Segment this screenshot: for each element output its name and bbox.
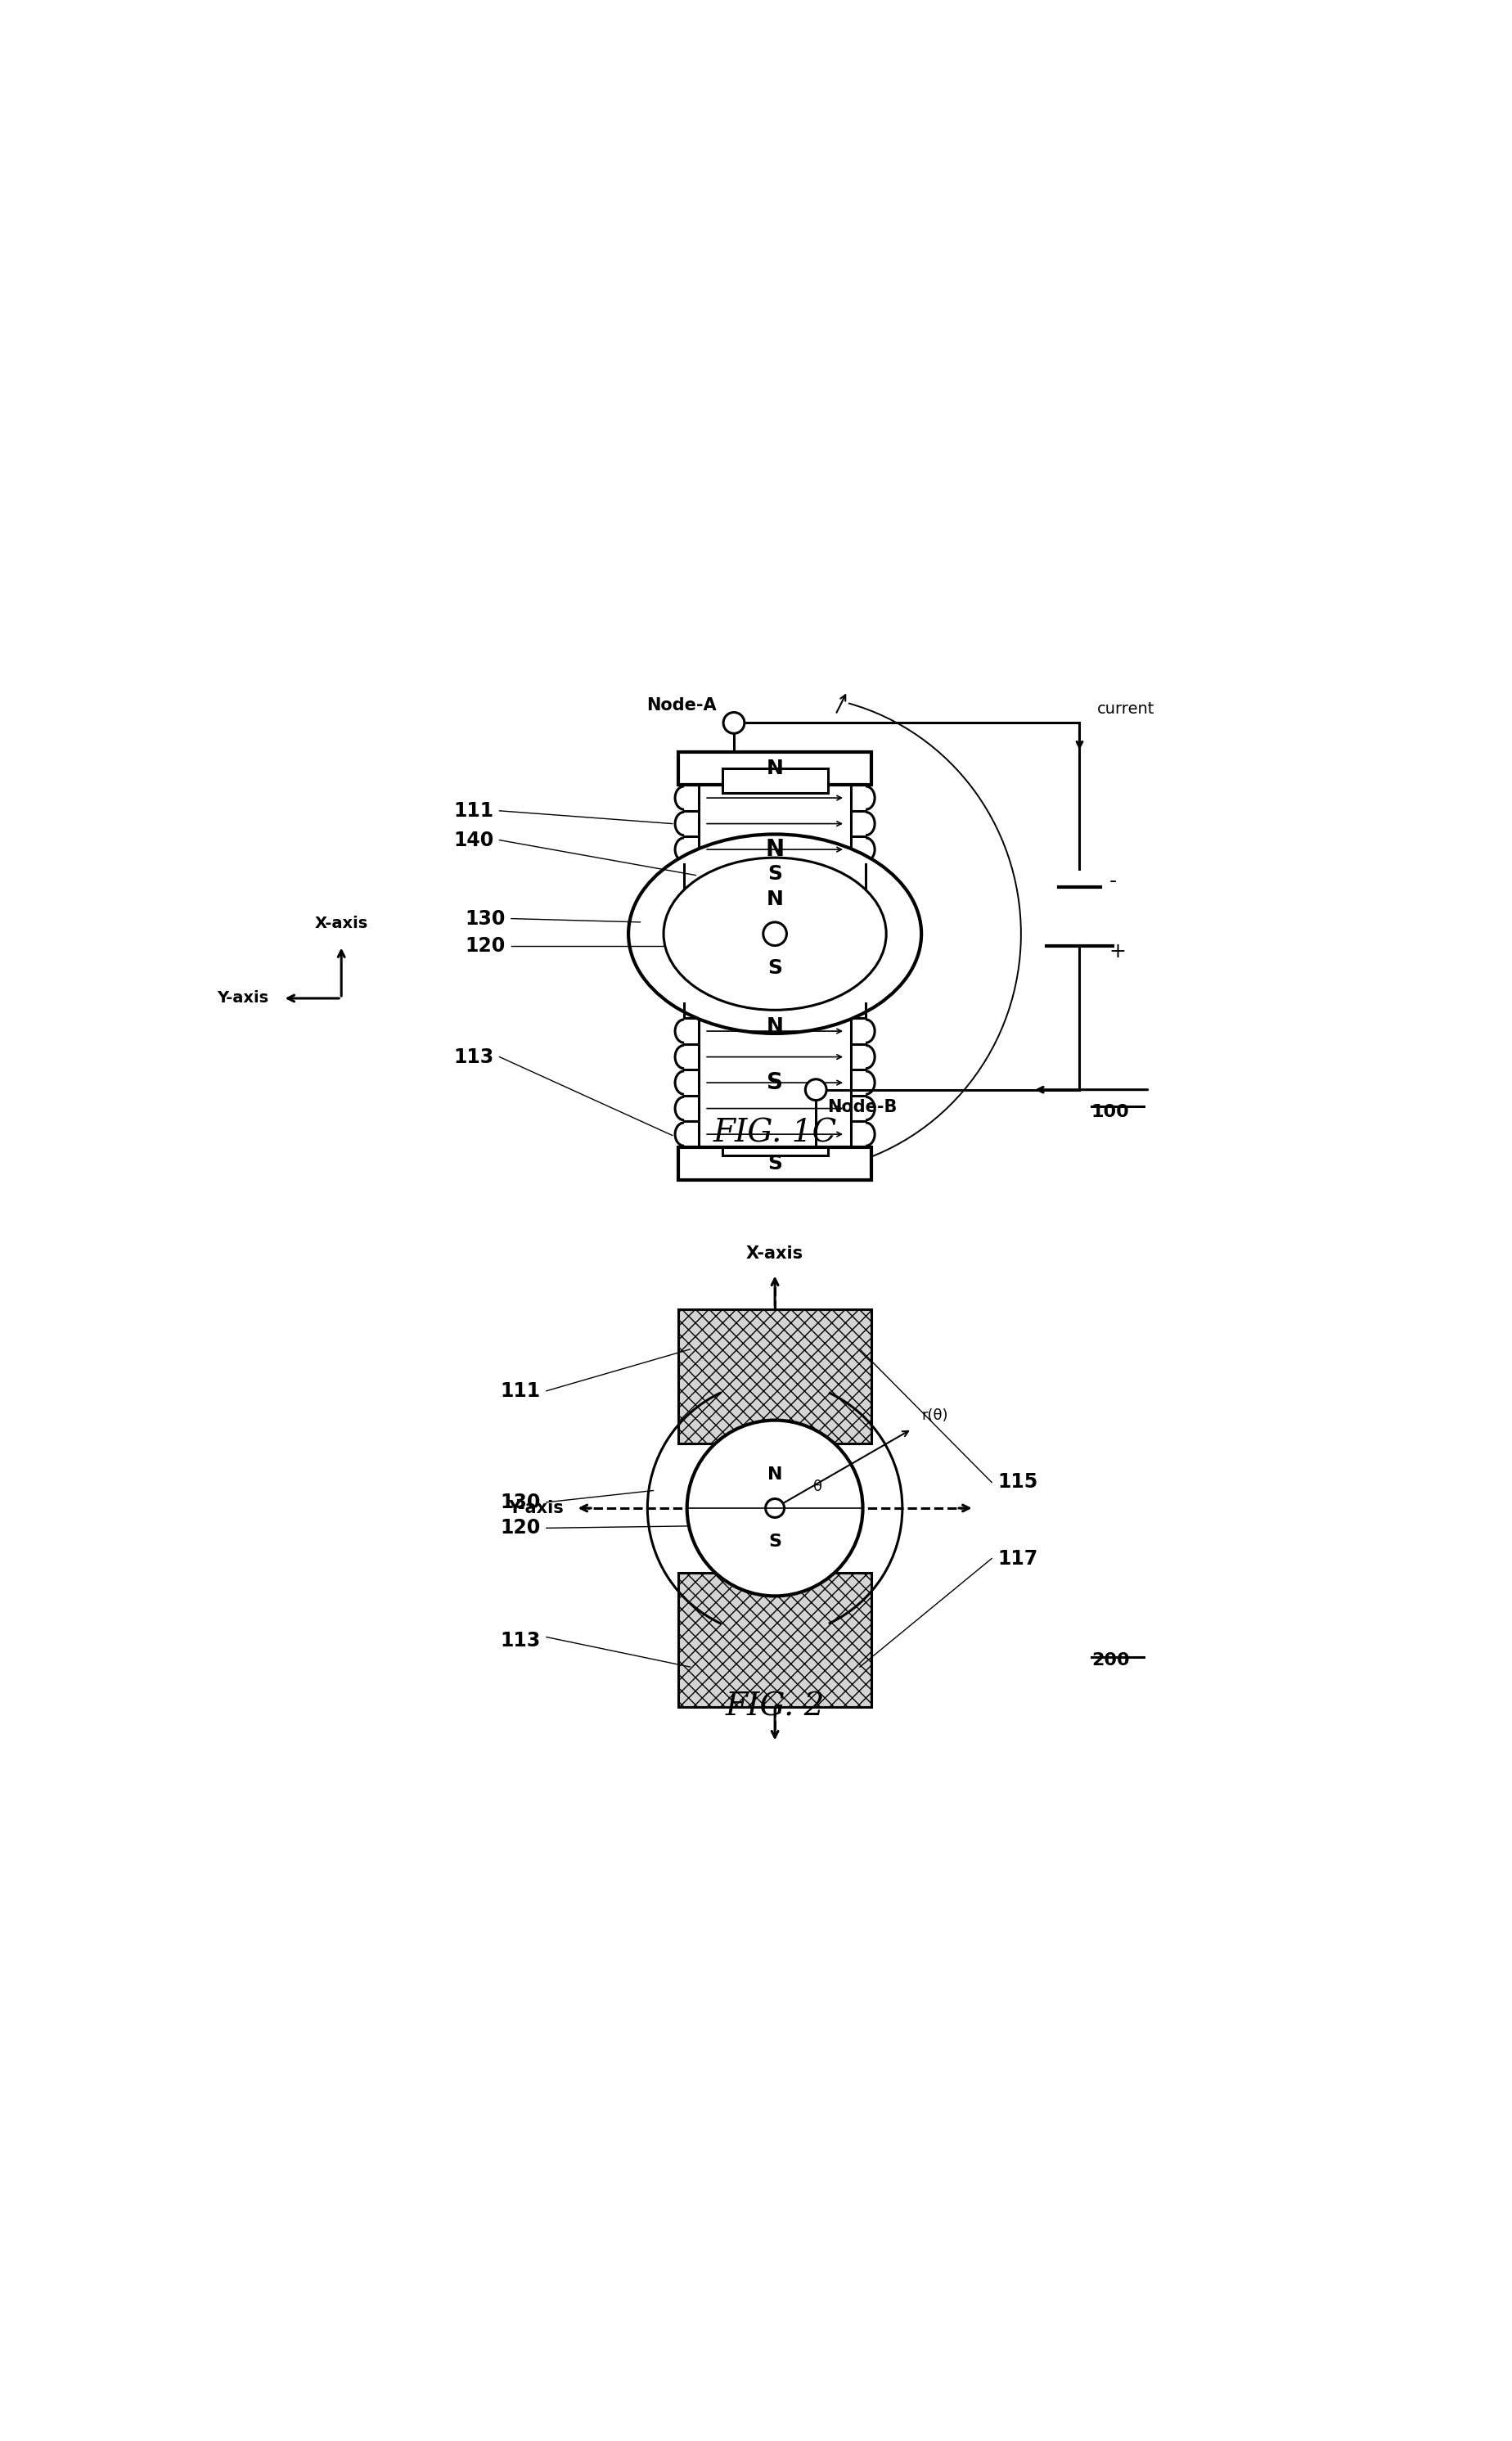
Bar bbox=[723, 1147, 827, 1155]
Text: θ: θ bbox=[813, 1479, 823, 1494]
Text: S: S bbox=[768, 864, 782, 884]
Text: Node-B: Node-B bbox=[827, 1098, 898, 1116]
Ellipse shape bbox=[664, 857, 886, 1011]
Text: 100: 100 bbox=[1092, 1103, 1129, 1120]
Text: Y-axis: Y-axis bbox=[508, 1499, 564, 1516]
Text: 111: 111 bbox=[500, 1382, 541, 1401]
Text: FIG. 1C: FIG. 1C bbox=[714, 1118, 836, 1147]
Text: S: S bbox=[768, 959, 782, 979]
Text: 120: 120 bbox=[466, 935, 505, 954]
Text: 200: 200 bbox=[1092, 1653, 1129, 1670]
Circle shape bbox=[806, 1079, 827, 1101]
Ellipse shape bbox=[629, 835, 921, 1033]
Circle shape bbox=[723, 713, 744, 732]
Text: 113: 113 bbox=[500, 1631, 541, 1650]
Bar bbox=[679, 1572, 871, 1706]
Text: 130: 130 bbox=[466, 908, 505, 928]
Text: S: S bbox=[767, 1072, 783, 1094]
Circle shape bbox=[764, 923, 786, 945]
Text: FIG. 2: FIG. 2 bbox=[726, 1692, 824, 1723]
Bar bbox=[679, 1147, 871, 1179]
Text: N: N bbox=[767, 759, 783, 779]
Text: -: - bbox=[1108, 871, 1116, 891]
Bar bbox=[679, 752, 871, 786]
Text: S: S bbox=[768, 1533, 782, 1550]
Bar bbox=[723, 769, 827, 793]
Text: N: N bbox=[765, 837, 785, 862]
Text: 140: 140 bbox=[454, 830, 493, 849]
Text: N: N bbox=[767, 1467, 783, 1482]
Text: N: N bbox=[767, 1015, 783, 1035]
Text: X-axis: X-axis bbox=[314, 915, 367, 932]
Text: 115: 115 bbox=[998, 1472, 1037, 1491]
Bar bbox=[679, 1308, 871, 1443]
Text: +: + bbox=[1108, 942, 1126, 962]
Text: r(θ): r(θ) bbox=[921, 1408, 948, 1423]
Text: 111: 111 bbox=[454, 801, 493, 820]
Text: current: current bbox=[1098, 701, 1155, 718]
Text: Y-axis: Y-axis bbox=[218, 991, 269, 1006]
Text: 130: 130 bbox=[500, 1491, 541, 1511]
Text: 113: 113 bbox=[454, 1047, 493, 1067]
Text: S: S bbox=[768, 1155, 782, 1174]
Circle shape bbox=[686, 1421, 863, 1596]
Text: 117: 117 bbox=[998, 1548, 1037, 1567]
Text: N: N bbox=[767, 891, 783, 910]
Text: 120: 120 bbox=[500, 1518, 541, 1538]
Circle shape bbox=[765, 1499, 785, 1518]
Text: Node-A: Node-A bbox=[646, 698, 717, 713]
Text: X-axis: X-axis bbox=[747, 1245, 803, 1262]
